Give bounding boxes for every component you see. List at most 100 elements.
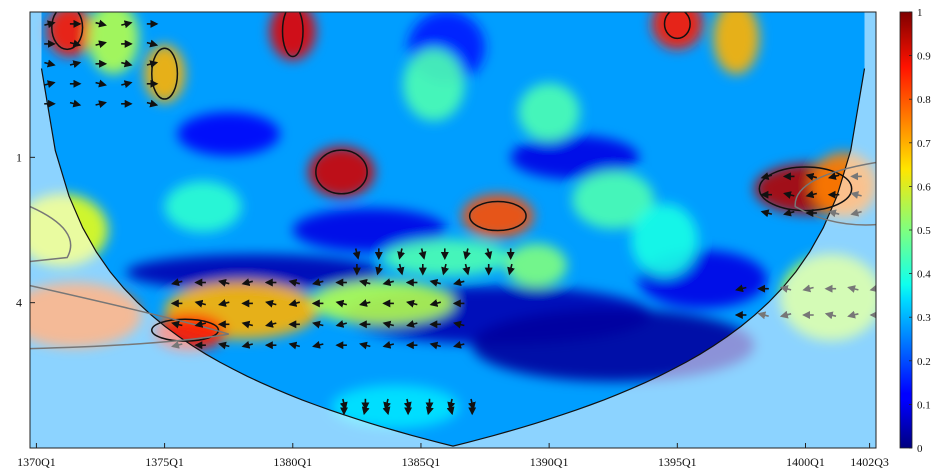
phase-arrow bbox=[827, 209, 840, 218]
y-tick-label: 4 bbox=[16, 296, 22, 310]
phase-arrow bbox=[824, 311, 837, 320]
colorbar-tick-label: 0.4 bbox=[917, 269, 931, 281]
coherence-blob bbox=[310, 280, 455, 325]
phase-arrow bbox=[121, 80, 133, 89]
phase-arrow bbox=[429, 341, 441, 350]
phase-arrow bbox=[406, 299, 418, 308]
phase-arrow bbox=[95, 19, 107, 28]
phase-arrow bbox=[802, 284, 814, 293]
y-tick-label: 1 bbox=[16, 150, 22, 164]
coherence-blob bbox=[631, 203, 698, 277]
phase-arrow bbox=[375, 263, 384, 276]
x-tick-label: 1370Q1 bbox=[17, 455, 56, 469]
significance-contours bbox=[30, 12, 876, 350]
coherence-blob bbox=[331, 384, 460, 429]
phase-arrow bbox=[418, 248, 427, 260]
phase-arrow bbox=[335, 320, 347, 328]
colorbar-tick-label: 0.3 bbox=[917, 312, 931, 324]
phase-arrow bbox=[146, 99, 159, 108]
coherence-blob bbox=[403, 48, 465, 122]
plot-frame bbox=[29, 11, 877, 449]
significance-contour bbox=[30, 205, 72, 263]
significance-contour bbox=[30, 284, 229, 350]
phase-arrow bbox=[69, 99, 82, 108]
x-tick-label: 1390Q1 bbox=[530, 455, 569, 469]
phase-arrow bbox=[194, 299, 206, 308]
phase-arrow bbox=[171, 320, 183, 329]
phase-arrow bbox=[760, 209, 773, 218]
phase-arrow bbox=[783, 191, 795, 199]
colorbar-tick-label: 0.6 bbox=[917, 181, 931, 193]
coherence-blob bbox=[572, 170, 655, 229]
x-tick-label: 1395Q1 bbox=[658, 455, 697, 469]
phase-arrow bbox=[429, 299, 441, 307]
phase-arrow bbox=[44, 59, 56, 68]
phase-arrow bbox=[312, 320, 324, 329]
phase-arrow bbox=[847, 310, 859, 319]
phase-arrow bbox=[312, 340, 324, 349]
phase-arrow bbox=[441, 263, 449, 276]
phase-arrow bbox=[146, 39, 159, 48]
phase-arrow bbox=[382, 320, 394, 329]
x-tick-label: 1375Q1 bbox=[145, 455, 184, 469]
coherence-blob bbox=[177, 112, 280, 156]
x-tick-label: 1385Q1 bbox=[402, 455, 441, 469]
coherence-blob bbox=[651, 12, 703, 50]
coherence-blob bbox=[269, 12, 316, 61]
colorbar-tick-label: 0.8 bbox=[917, 94, 931, 106]
phase-arrow bbox=[462, 263, 471, 276]
phase-arrow bbox=[218, 299, 230, 307]
phase-arrow bbox=[218, 341, 230, 350]
phase-arrow bbox=[241, 278, 253, 287]
phase-arrow bbox=[288, 341, 300, 350]
phase-arrow bbox=[312, 278, 324, 287]
phase-arrow bbox=[69, 60, 82, 69]
phase-arrow bbox=[425, 403, 434, 416]
x-tick-label: 1402Q3 bbox=[850, 455, 889, 469]
phase-arrow bbox=[146, 60, 159, 69]
phase-arrow bbox=[171, 340, 183, 349]
phase-arrow bbox=[361, 403, 370, 416]
phase-arrow bbox=[847, 285, 859, 293]
colorbar-tick-label: 0 bbox=[917, 443, 923, 455]
phase-arrow bbox=[121, 20, 133, 29]
phase-arrow bbox=[382, 278, 394, 287]
colorbar-tick-label: 0.2 bbox=[917, 356, 931, 368]
colorbar-tick-label: 1 bbox=[917, 7, 923, 19]
significance-contour bbox=[794, 161, 876, 226]
phase-arrow bbox=[453, 278, 465, 287]
phase-arrow bbox=[453, 320, 465, 329]
coherence-blob bbox=[510, 135, 639, 180]
phase-arrow bbox=[288, 278, 300, 287]
phase-arrow bbox=[218, 278, 230, 287]
phase-arrow bbox=[484, 248, 493, 260]
coherence-blob bbox=[164, 181, 242, 233]
coherence-blob bbox=[713, 12, 760, 75]
significance-contour bbox=[151, 318, 220, 342]
phase-arrow bbox=[288, 299, 300, 307]
cone-of-influence-line bbox=[40, 68, 866, 447]
x-axis: 1370Q1 1375Q1 1380Q1 1385Q1 1390Q1 1395Q1 1400… bbox=[17, 443, 889, 469]
phase-arrow bbox=[507, 263, 515, 276]
phase-arrow bbox=[335, 299, 347, 308]
phase-arrow bbox=[44, 20, 56, 29]
phase-arrow bbox=[95, 79, 107, 88]
x-tick-label: 1400Q1 bbox=[786, 455, 825, 469]
phase-arrow bbox=[850, 208, 862, 217]
cone-of-influence-shade bbox=[30, 12, 876, 448]
significance-contour bbox=[151, 47, 179, 100]
phase-arrow bbox=[95, 40, 107, 49]
significance-contour bbox=[281, 12, 304, 58]
phase-arrow bbox=[805, 172, 817, 181]
phase-arrow bbox=[382, 403, 391, 416]
phase-arrow bbox=[396, 263, 405, 276]
colorbar-tick-label: 0.1 bbox=[917, 399, 931, 411]
colorbar-tick-label: 0.7 bbox=[917, 138, 931, 150]
significance-contour bbox=[315, 149, 368, 195]
phase-arrow bbox=[121, 59, 133, 68]
phase-arrow bbox=[265, 299, 277, 308]
phase-arrow bbox=[95, 100, 107, 109]
phase-arrows bbox=[44, 19, 876, 416]
phase-arrow bbox=[429, 278, 441, 287]
